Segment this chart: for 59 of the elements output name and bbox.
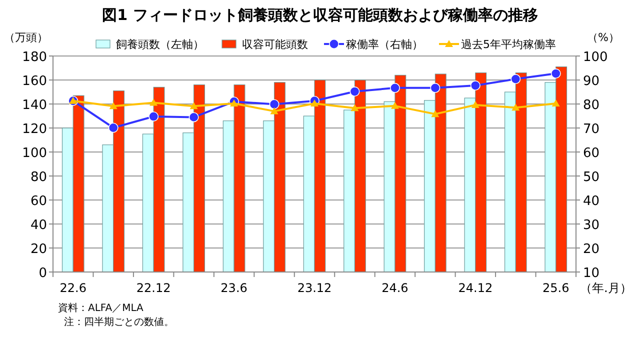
point — [270, 107, 278, 114]
point — [190, 102, 198, 110]
x-tick-label: 23.12 — [297, 281, 332, 295]
x-tick-label: 24.12 — [458, 281, 493, 295]
y2-tick-label: 100 — [583, 50, 608, 65]
legend-label: 飼養頭数（左軸） — [116, 38, 204, 51]
y2-tick-label: 10 — [583, 266, 600, 281]
point — [108, 122, 118, 133]
point — [350, 104, 359, 112]
point — [471, 100, 480, 108]
text: 資料：ALFA／MLA — [58, 302, 144, 314]
y-axis-title: （万頭） — [4, 31, 48, 44]
point — [109, 102, 118, 110]
y2-tick-label: 70 — [583, 122, 600, 137]
point — [310, 100, 318, 107]
y2-tick-label: 80 — [583, 98, 600, 113]
title: 図1 フィードロット飼養頭数と収容可能頭数および稼働率の推移 — [102, 6, 538, 24]
point — [350, 86, 360, 97]
y-tick-label: 120 — [22, 122, 47, 137]
point — [148, 111, 159, 122]
legend-label: 稼働率（右軸） — [346, 38, 423, 51]
y-tick-label: 180 — [22, 50, 47, 65]
point — [430, 82, 440, 93]
y2-tick-label: 20 — [583, 242, 600, 257]
y-tick-label: 20 — [30, 242, 47, 257]
y-tick-label: 40 — [30, 218, 47, 233]
y-tick-label: 60 — [30, 194, 47, 209]
x-tick-label: 22.12 — [136, 281, 171, 295]
x-tick-label: 23.6 — [220, 281, 248, 295]
y2-tick-label: 30 — [583, 218, 600, 233]
point — [230, 100, 238, 107]
legend-label: 収容可能頭数 — [242, 38, 308, 51]
x-axis-title: （年.月） — [580, 281, 632, 295]
legend-label: 過去5年平均稼働率 — [461, 38, 556, 51]
text: 注：四半期ごとの数値。 — [64, 316, 174, 328]
y-tick-label: 160 — [22, 74, 47, 89]
point — [550, 68, 561, 79]
y-tick-label: 80 — [30, 170, 47, 185]
y2-tick-label: 90 — [583, 74, 600, 89]
y2-tick-label: 40 — [583, 194, 600, 209]
point — [390, 82, 400, 93]
point — [510, 74, 521, 84]
y2-tick-label: 60 — [583, 146, 600, 161]
x-tick-label: 25.6 — [542, 281, 570, 295]
y-tick-label: 140 — [22, 98, 47, 113]
point — [512, 104, 520, 111]
x-tick-label: 22.6 — [60, 281, 86, 295]
point — [431, 110, 440, 118]
point — [390, 102, 399, 109]
y2-axis-title: （%） — [587, 31, 620, 44]
point — [269, 99, 280, 110]
y-tick-label: 0 — [38, 266, 47, 281]
y2-tick-label: 50 — [583, 170, 600, 185]
point — [188, 112, 199, 122]
y-tick-label: 100 — [22, 146, 47, 161]
point — [552, 100, 560, 107]
point — [470, 80, 480, 91]
point — [150, 98, 158, 106]
x-tick-label: 24.6 — [382, 281, 408, 295]
